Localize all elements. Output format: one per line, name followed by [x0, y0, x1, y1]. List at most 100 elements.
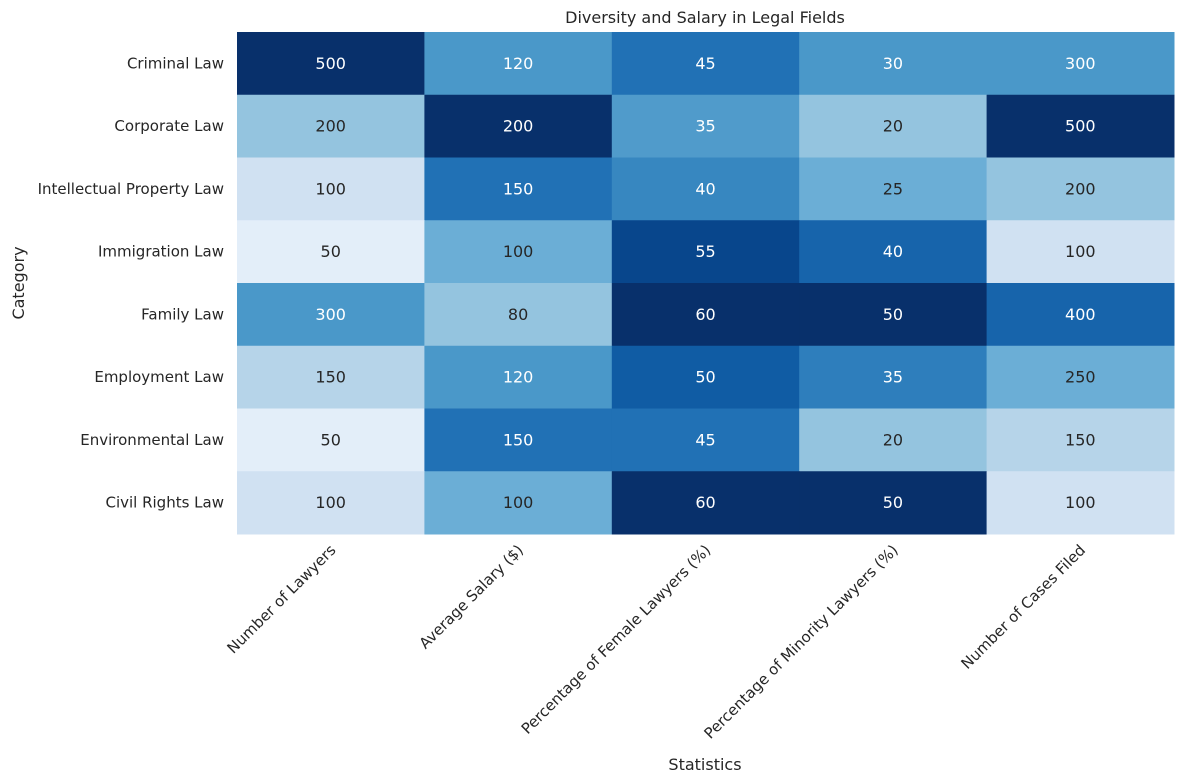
cell-value-label: 150	[315, 368, 346, 387]
cell-value-label: 60	[695, 305, 715, 324]
heatmap-cell	[424, 283, 613, 347]
cell-value-label: 45	[695, 430, 715, 449]
y-tick-label: Intellectual Property Law	[38, 180, 224, 198]
y-tick-label: Corporate Law	[114, 117, 224, 135]
cell-value-label: 250	[1065, 368, 1096, 387]
x-tick-label: Average Salary ($)	[416, 541, 527, 652]
y-tick-label: Criminal Law	[127, 54, 224, 72]
heatmap-cell	[986, 471, 1175, 535]
cell-value-label: 50	[321, 430, 341, 449]
heatmap-cell	[799, 94, 988, 158]
cell-value-label: 500	[315, 54, 346, 73]
heatmap-cell	[799, 471, 988, 535]
cell-value-label: 35	[883, 368, 903, 387]
cell-value-label: 50	[321, 242, 341, 261]
x-tick-labels: Number of Lawyers Average Salary ($)Perce…	[223, 541, 1089, 742]
x-tick-label: Number of Lawyers	[223, 541, 339, 657]
heatmap-cell	[611, 408, 800, 472]
cell-value-label: 400	[1065, 305, 1096, 324]
heatmap-cell	[237, 94, 425, 158]
heatmap-cell	[424, 94, 613, 158]
cell-value-label: 50	[883, 493, 903, 512]
y-tick-label: Civil Rights Law	[105, 494, 224, 512]
cell-value-label: 120	[503, 54, 534, 73]
heatmap-cell	[424, 345, 613, 409]
y-tick-label: Environmental Law	[80, 431, 224, 449]
cell-value-label: 200	[1065, 179, 1096, 198]
x-tick-label: Number of Cases Filed	[957, 541, 1089, 673]
heatmap-cell	[611, 345, 800, 409]
heatmap-cell	[237, 471, 425, 535]
heatmap-cell	[237, 408, 425, 472]
cell-value-label: 20	[883, 117, 903, 136]
cell-value-label: 100	[315, 493, 346, 512]
y-tick-label: Immigration Law	[98, 243, 224, 261]
heatmap-cell	[424, 32, 613, 96]
cell-value-label: 30	[883, 54, 903, 73]
heatmap-cells: 500 120 45 30 300 200 200 35 20 500 100 150 40 25 200 5…	[237, 32, 1175, 535]
heatmap-cell	[611, 32, 800, 96]
cell-value-label: 150	[1065, 430, 1096, 449]
heatmap-cell	[986, 345, 1175, 409]
cell-value-label: 40	[695, 179, 715, 198]
cell-value-label: 100	[503, 493, 534, 512]
heatmap-cell	[799, 32, 988, 96]
cell-value-label: 45	[695, 54, 715, 73]
heatmap-cell	[986, 94, 1175, 158]
heatmap-cell	[237, 345, 425, 409]
cell-value-label: 120	[503, 368, 534, 387]
heatmap-cell	[986, 220, 1175, 284]
cell-value-label: 40	[883, 242, 903, 261]
heatmap-cell	[799, 220, 988, 284]
heatmap-cell	[237, 283, 425, 347]
cell-value-label: 300	[315, 305, 346, 324]
heatmap-cell	[424, 471, 613, 535]
cell-value-label: 55	[695, 242, 715, 261]
heatmap-cell	[799, 408, 988, 472]
chart-title: Diversity and Salary in Legal Fields	[565, 8, 845, 27]
cell-value-label: 100	[315, 179, 346, 198]
x-tick-label: Percentage of Female Lawyers (%)	[518, 541, 715, 738]
heatmap-cell	[611, 157, 800, 221]
heatmap-cell	[611, 471, 800, 535]
heatmap-cell	[611, 283, 800, 347]
cell-value-label: 50	[695, 368, 715, 387]
y-tick-label: Employment Law	[94, 368, 224, 386]
cell-value-label: 20	[883, 430, 903, 449]
heatmap-cell	[424, 220, 613, 284]
cell-value-label: 35	[695, 117, 715, 136]
cell-value-label: 200	[503, 117, 534, 136]
heatmap-cell	[237, 32, 425, 96]
heatmap-cell	[611, 220, 800, 284]
y-tick-label: Family Law	[141, 305, 224, 323]
cell-value-label: 150	[503, 179, 534, 198]
x-axis-title: Statistics	[668, 755, 741, 774]
cell-value-label: 80	[508, 305, 528, 324]
cell-value-label: 200	[315, 117, 346, 136]
cell-value-label: 300	[1065, 54, 1096, 73]
x-tick-label: Percentage of Minority Lawyers (%)	[700, 541, 901, 742]
heatmap-cell	[799, 157, 988, 221]
heatmap-cell	[237, 157, 425, 221]
heatmap-cell	[611, 94, 800, 158]
cell-value-label: 50	[883, 305, 903, 324]
y-axis-title: Category	[9, 246, 28, 319]
cell-value-label: 25	[883, 179, 903, 198]
y-tick-labels: Criminal Law Corporate Law Intellectual Pr…	[38, 54, 224, 511]
heatmap-cell	[986, 32, 1175, 96]
cell-value-label: 100	[503, 242, 534, 261]
cell-value-label: 100	[1065, 242, 1096, 261]
heatmap-cell	[986, 157, 1175, 221]
cell-value-label: 60	[695, 493, 715, 512]
heatmap-cell	[799, 283, 988, 347]
heatmap-cell	[424, 157, 613, 221]
heatmap-cell	[986, 283, 1175, 347]
cell-value-label: 150	[503, 430, 534, 449]
cell-value-label: 100	[1065, 493, 1096, 512]
heatmap-cell	[799, 345, 988, 409]
cell-value-label: 500	[1065, 117, 1096, 136]
heatmap-cell	[424, 408, 613, 472]
heatmap-cell	[986, 408, 1175, 472]
heatmap-cell	[237, 220, 425, 284]
